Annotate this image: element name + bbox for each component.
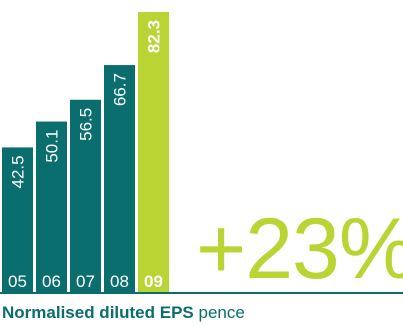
value-label-08: 66.7 (111, 73, 130, 106)
category-label-09: 09 (144, 272, 163, 291)
bar-06 (36, 121, 67, 293)
chart-unit: pence (198, 303, 245, 322)
value-label-05: 42.5 (9, 155, 28, 188)
growth-percentage: +23% (196, 201, 403, 297)
category-label-05: 05 (8, 272, 27, 291)
bar-09 (138, 12, 169, 292)
bar-08 (104, 65, 135, 292)
value-label-06: 50.1 (43, 130, 62, 163)
category-label-07: 07 (76, 272, 95, 291)
bar-07 (70, 99, 101, 292)
eps-bar-chart: 42.5 05 50.1 06 56.5 07 66.7 08 82.3 09 (2, 12, 169, 293)
bar-05 (2, 147, 33, 292)
value-label-07: 56.5 (77, 108, 96, 141)
value-label-09: 82.3 (145, 20, 164, 53)
baseline-rule (0, 292, 403, 294)
chart-caption: Normalised diluted EPS pence (2, 303, 245, 323)
category-label-06: 06 (42, 272, 61, 291)
chart-title: Normalised diluted EPS (2, 303, 194, 322)
category-label-08: 08 (110, 272, 129, 291)
